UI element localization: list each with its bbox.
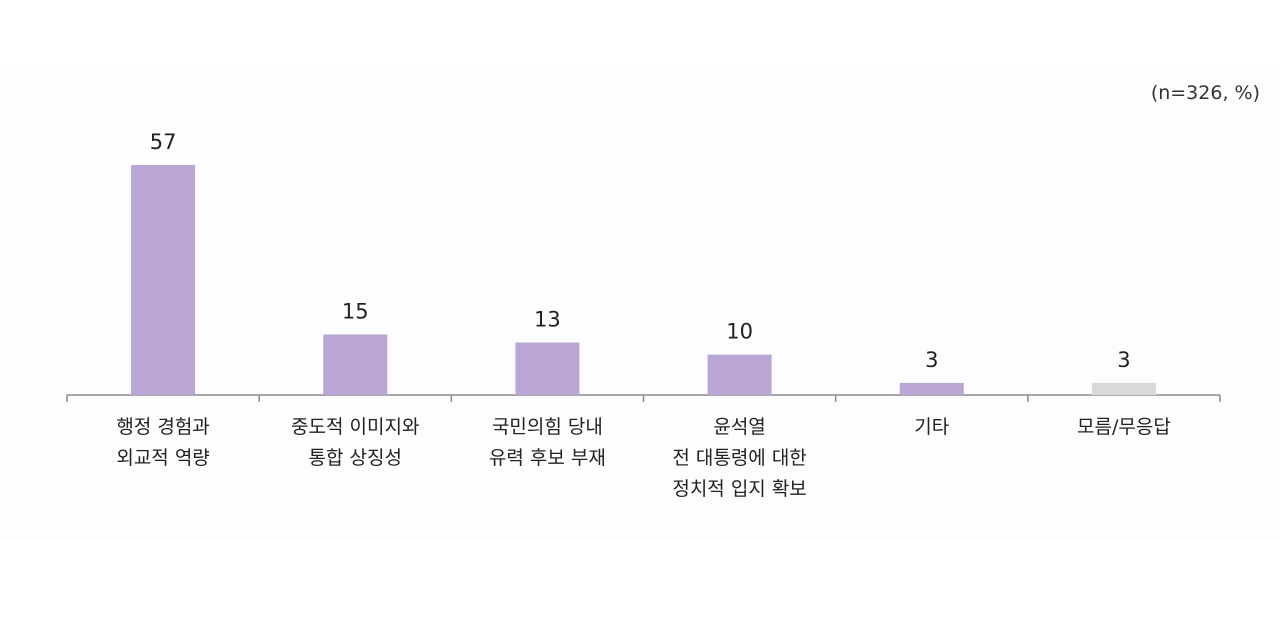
category-label-line: 정치적 입지 확보	[672, 478, 806, 500]
bar	[515, 342, 580, 395]
sample-note: (n=326, %)	[1150, 82, 1260, 104]
category-label-line: 유력 후보 부재	[489, 447, 606, 469]
bar	[131, 165, 196, 395]
category-label: 모름/무응답	[1077, 416, 1171, 438]
data-label: 10	[726, 320, 753, 344]
category-label: 기타	[914, 416, 949, 438]
category-label-line: 기타	[914, 416, 949, 438]
bar	[323, 334, 388, 395]
category-label-line: 전 대통령에 대한	[672, 447, 806, 469]
category-label-line: 중도적 이미지와	[291, 416, 419, 438]
category-label-line: 윤석열	[713, 416, 765, 438]
data-label: 3	[925, 348, 938, 372]
category-label-line: 행정 경험과	[116, 416, 209, 438]
data-label: 3	[1117, 348, 1130, 372]
data-label: 15	[342, 299, 369, 323]
category-label-line: 국민의힘 당내	[492, 416, 603, 438]
data-label: 13	[534, 308, 561, 332]
category-label-line: 모름/무응답	[1077, 416, 1171, 438]
data-label: 57	[150, 130, 177, 154]
category-label-line: 외교적 역량	[116, 447, 209, 469]
chart-panel	[0, 70, 1280, 540]
bar	[899, 382, 964, 395]
bar	[707, 354, 772, 395]
category-label-line: 통합 상징성	[309, 447, 402, 469]
bar	[1091, 382, 1156, 395]
